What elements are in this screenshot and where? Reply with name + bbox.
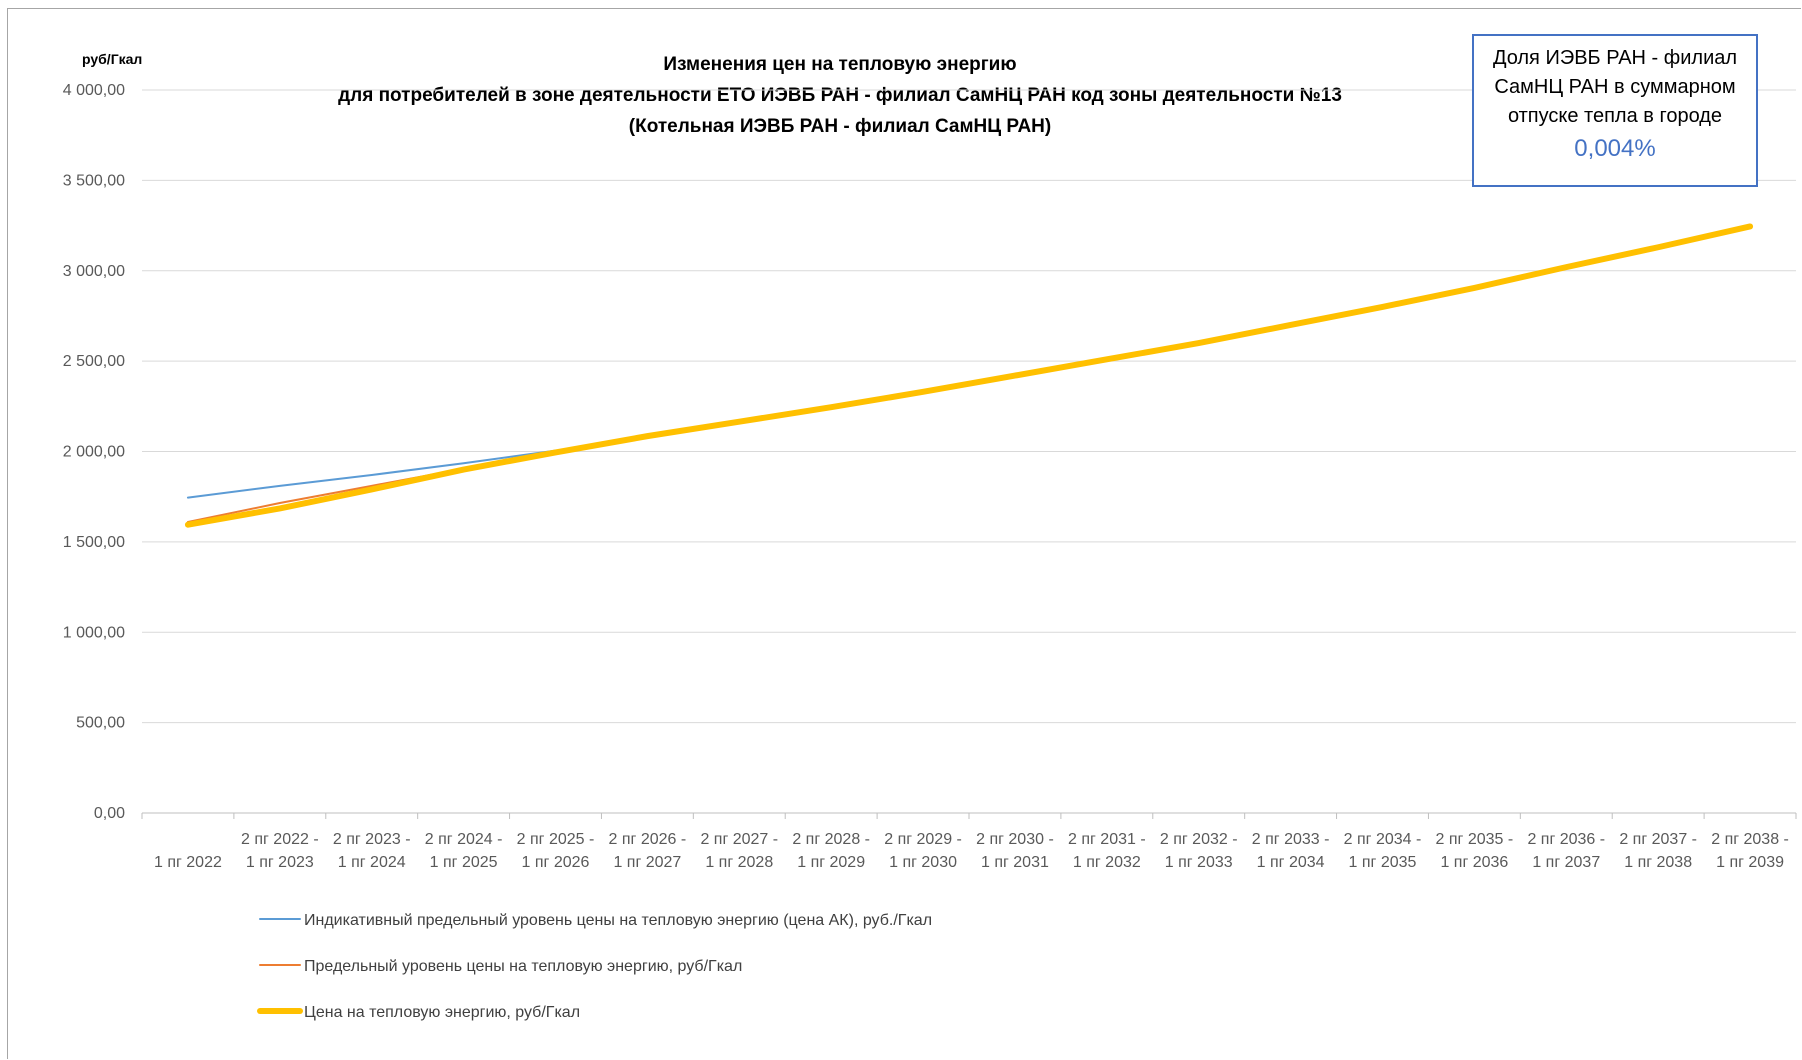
share-info-box-border [1472,34,1758,187]
x-tick-label: 2 пг 2025 - [517,831,595,848]
legend: Индикативный предельный уровень цены на … [257,912,932,1021]
x-tick-label: 1 пг 2037 [1532,854,1600,871]
y-tick-label: 3 000,00 [63,263,125,280]
y-tick-label: 0,00 [94,805,125,822]
x-tick-label: 2 пг 2036 - [1527,831,1605,848]
x-tick-label: 2 пг 2024 - [425,831,503,848]
x-tick-label: 2 пг 2031 - [1068,831,1146,848]
x-tick-label: 2 пг 2034 - [1344,831,1422,848]
x-tick-label: 1 пг 2028 [705,854,773,871]
x-tick-label: 1 пг 2029 [797,854,865,871]
y-tick-label: 3 500,00 [63,172,125,189]
chart-title-line-3: (Котельная ИЭВБ РАН - филиал СамНЦ РАН) [629,116,1051,137]
y-tick-label: 1 500,00 [63,534,125,551]
x-tick-label: 2 пг 2023 - [333,831,411,848]
x-tick-label: 1 пг 2036 [1440,854,1508,871]
x-tick-label: 2 пг 2027 - [700,831,778,848]
share-info-box: Доля ИЭВБ РАН - филиал СамНЦ РАН в сумма… [1472,34,1758,187]
x-tick-label: 1 пг 2027 [613,854,681,871]
x-tick-label: 1 пг 2030 [889,854,957,871]
x-tick-label: 1 пг 2032 [1073,854,1141,871]
x-tick-label: 1 пг 2024 [338,854,406,871]
y-tick-label: 4 000,00 [63,82,125,99]
y-tick-labels: 0,00 500,00 1 000,00 1 500,00 2 000,00 2 500,… [63,82,125,822]
x-tick-label: 1 пг 2039 [1716,854,1784,871]
x-tick-label: 2 пг 2029 - [884,831,962,848]
x-tick-label: 2 пг 2038 - [1711,831,1789,848]
x-tick-labels: 1 пг 2022 2 пг 2022 - 1 пг 2023 2 пг 2023 -… [154,831,1789,871]
x-tick-label: 2 пг 2033 - [1252,831,1330,848]
x-tick-label: 2 пг 2032 - [1160,831,1238,848]
x-tick-label: 1 пг 2026 [522,854,590,871]
x-tick-label: 2 пг 2030 - [976,831,1054,848]
y-tick-label: 1 000,00 [63,624,125,641]
x-axis [141,812,1797,819]
share-info-value: 0,004% [1574,135,1655,162]
series-lines [184,223,1754,528]
x-tick-label: 2 пг 2022 - [241,831,319,848]
legend-label: Цена на тепловую энергию, руб/Гкал [304,1004,580,1021]
legend-label: Индикативный предельный уровень цены на … [304,912,932,929]
x-tick-label: 1 пг 2022 [154,854,222,871]
x-tick-label: 1 пг 2038 [1624,854,1692,871]
y-tick-label: 2 000,00 [63,444,125,461]
x-tick-label: 1 пг 2031 [981,854,1049,871]
x-tick-label: 1 пг 2035 [1349,854,1417,871]
x-tick-label: 1 пг 2033 [1165,854,1233,871]
x-tick-label: 2 пг 2037 - [1619,831,1697,848]
x-tick-label: 1 пг 2023 [246,854,314,871]
share-info-line-3: отпуске тепла в городе [1508,105,1722,127]
x-tick-label: 1 пг 2034 [1257,854,1325,871]
x-tick-label: 2 пг 2028 - [792,831,870,848]
share-info-line-2: СамНЦ РАН в суммарном [1494,76,1735,98]
chart-title-line-1: Изменения цен на тепловую энергию [663,54,1016,75]
x-tick-label: 1 пг 2025 [430,854,498,871]
chart-title: Изменения цен на тепловую энергию для по… [338,54,1342,137]
y-tick-label: 500,00 [76,715,125,732]
series-line-3 [184,223,1754,528]
chart-frame [7,8,1801,1059]
y-tick-label: 2 500,00 [63,353,125,370]
x-tick-label: 2 пг 2026 - [609,831,687,848]
share-info-line-1: Доля ИЭВБ РАН - филиал [1493,47,1737,69]
x-tick-label: 2 пг 2035 - [1436,831,1514,848]
legend-label: Предельный уровень цены на тепловую энер… [304,958,742,975]
y-axis-label: руб/Гкал [82,51,142,67]
chart-title-line-2: для потребителей в зоне деятельности ЕТО… [338,85,1342,106]
